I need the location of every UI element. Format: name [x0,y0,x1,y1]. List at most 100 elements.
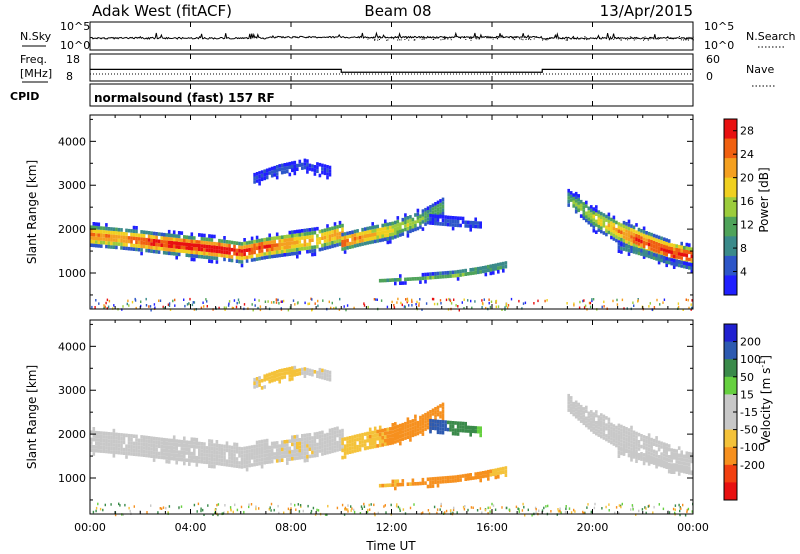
heatmap-cell [579,300,581,304]
heatmap-cell [197,502,200,506]
heatmap-cell [270,173,274,178]
heatmap-cell [286,371,289,375]
heatmap-cell [225,240,229,244]
heatmap-cell [328,300,330,304]
heatmap-cell [150,238,153,243]
heatmap-cell [140,244,143,249]
heatmap-cell [235,305,238,309]
x-tick-label: 08:00 [275,521,307,534]
heatmap-cell [258,246,261,250]
heatmap-cell [617,233,621,237]
heatmap-cell [401,281,405,285]
heatmap-cell [632,229,636,233]
noise-search-dot [586,39,588,41]
heatmap-cell [662,456,666,461]
heatmap-cell [431,419,435,423]
heatmap-cell [190,459,194,463]
heatmap-cell [268,251,271,256]
heatmap-cell [450,302,453,305]
heatmap-cell [592,207,596,211]
noise-search-dot [530,39,532,41]
heatmap-cell [657,257,661,262]
heatmap-cell [665,245,668,250]
heatmap-cell [451,479,455,483]
heatmap-cell [168,304,171,307]
heatmap-cell [343,243,347,247]
heatmap-cell [301,455,304,460]
heatmap-cell [132,247,136,251]
heatmap-cell [308,249,312,254]
heatmap-cell [322,299,324,302]
heatmap-cell [336,239,339,244]
heatmap-cell [361,231,364,236]
heatmap-cell [175,234,178,238]
heatmap-cell [328,165,332,170]
heatmap-cell [251,303,253,306]
heatmap-cell [416,424,420,429]
heatmap-cell [543,506,545,510]
heatmap-cell [92,243,96,248]
heatmap-cell [381,230,384,235]
heatmap-cell [296,240,299,245]
noise-search-dot [579,38,581,40]
heatmap-cell [218,454,221,459]
heatmap-cell [311,252,314,257]
heatmap-cell [260,461,264,465]
heatmap-cell [376,444,379,448]
heatmap-cell [250,503,253,506]
heatmap-cell [296,254,299,259]
heatmap-cell [647,231,651,236]
colorbar-tick-label: 50 [740,371,754,384]
heatmap-cell [645,511,647,515]
heatmap-cell [311,167,314,172]
heatmap-cell [622,443,626,448]
heatmap-cell [592,218,596,222]
heatmap-cell [386,240,390,245]
heatmap-cell [439,209,442,214]
heatmap-cell [313,370,317,374]
heatmap-cell [353,229,357,234]
heatmap-cell [426,425,430,430]
heatmap-cell [415,303,417,306]
heatmap-cell [99,507,102,511]
heatmap-cell [321,434,324,438]
heatmap-cell [421,209,425,213]
heatmap-cell [238,461,241,465]
heatmap-cell [200,251,204,255]
heatmap-cell [389,430,392,435]
heatmap-cell [198,240,201,244]
heatmap-cell [635,223,638,227]
heatmap-cell [635,513,637,516]
heatmap-cell [627,428,631,432]
heatmap-cell [95,445,98,449]
heatmap-cell [275,236,279,240]
heatmap-cell [677,472,681,476]
heatmap-cell [210,252,214,257]
noise-search-dot [468,36,470,38]
heatmap-cell [162,445,166,449]
heatmap-cell [135,441,138,446]
heatmap-cell [499,467,503,471]
heatmap-cell [255,444,259,448]
heatmap-cell [431,214,435,218]
heatmap-cell [137,452,141,457]
heatmap-cell [235,464,239,468]
heatmap-cell [434,426,437,431]
heatmap-cell [686,510,688,514]
heatmap-cell [672,262,676,266]
heatmap-cell [100,233,103,238]
noise-search-dot [406,38,408,39]
heatmap-cell [371,240,374,244]
heatmap-cell [396,424,400,429]
heatmap-cell [652,237,656,241]
heatmap-cell [456,223,460,228]
heatmap-cell [497,467,500,472]
heatmap-cell [642,226,646,231]
heatmap-cell [404,213,407,217]
heatmap-cell [283,235,287,239]
heatmap-cell [368,427,372,432]
heatmap-cell [313,230,317,235]
noise-search-dot [650,36,652,38]
heatmap-cell [336,506,339,510]
heatmap-cell [260,177,264,182]
